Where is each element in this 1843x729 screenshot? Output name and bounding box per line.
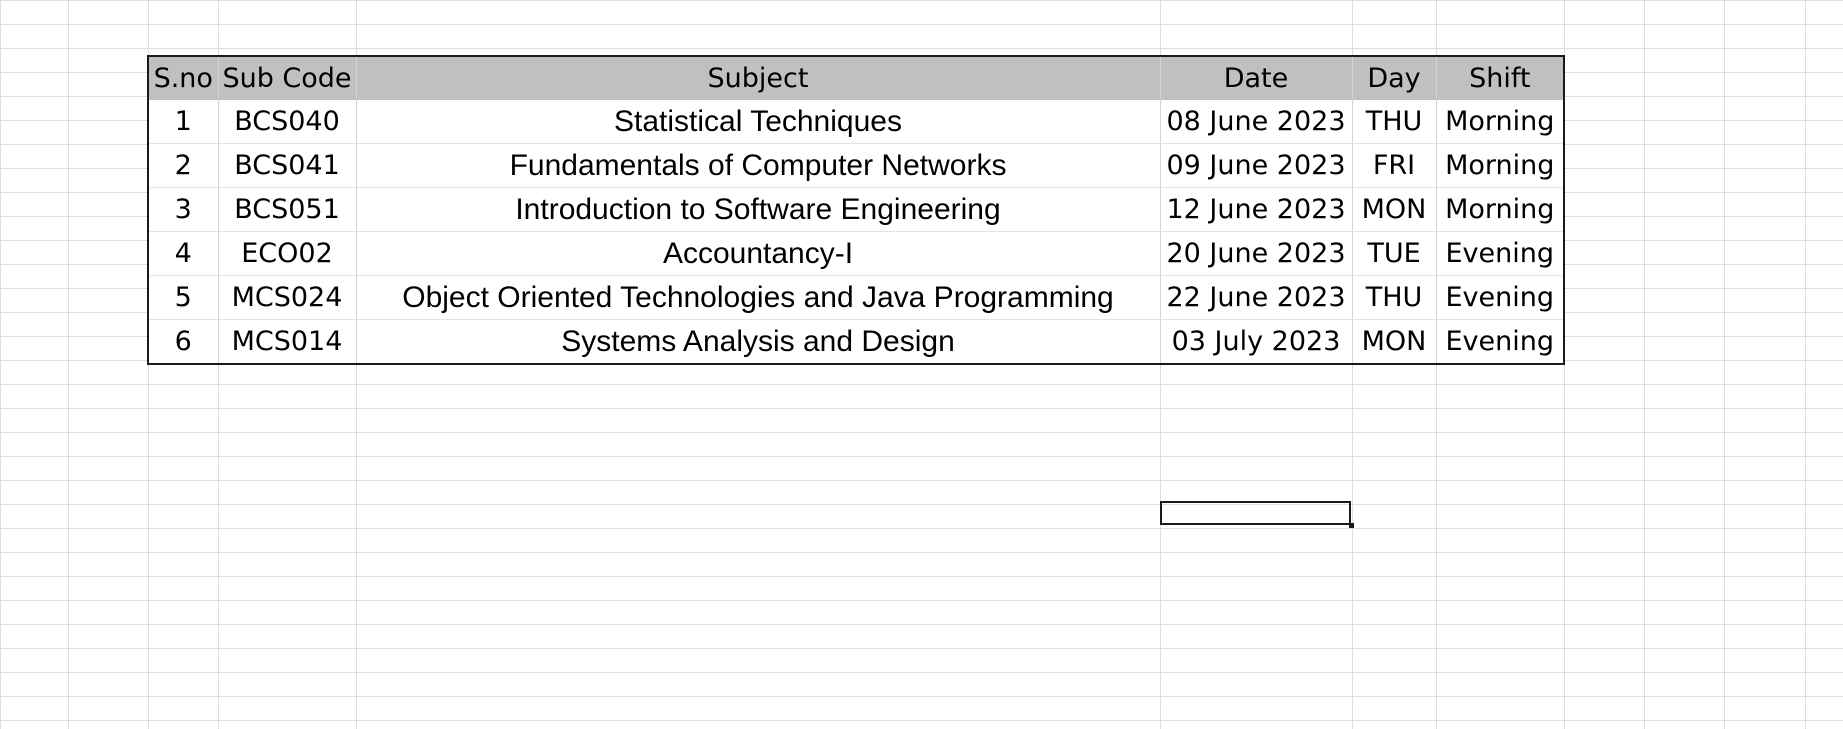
cell-day[interactable]: THU — [1351, 99, 1437, 144]
cell-date[interactable]: 08 June 2023 — [1159, 99, 1353, 144]
header-cell-sno[interactable]: S.no — [147, 56, 219, 100]
table-row: 2 BCS041 Fundamentals of Computer Networ… — [147, 143, 1565, 188]
header-cell-sub-code[interactable]: Sub Code — [217, 56, 357, 100]
cell-sub-code[interactable]: BCS051 — [217, 187, 357, 232]
cell-shift[interactable]: Morning — [1435, 143, 1565, 188]
cell-subject[interactable]: Object Oriented Technologies and Java Pr… — [355, 275, 1161, 320]
cell-day[interactable]: TUE — [1351, 231, 1437, 276]
cell-subject[interactable]: Introduction to Software Engineering — [355, 187, 1161, 232]
header-cell-subject[interactable]: Subject — [355, 56, 1161, 100]
cell-date[interactable]: 20 June 2023 — [1159, 231, 1353, 276]
cell-shift[interactable]: Morning — [1435, 99, 1565, 144]
cell-sub-code[interactable]: BCS040 — [217, 99, 357, 144]
header-cell-date[interactable]: Date — [1159, 56, 1353, 100]
cell-sno[interactable]: 1 — [147, 99, 219, 144]
header-cell-day[interactable]: Day — [1351, 56, 1437, 100]
cell-date[interactable]: 22 June 2023 — [1159, 275, 1353, 320]
table-row: 1 BCS040 Statistical Techniques 08 June … — [147, 99, 1565, 144]
cell-date[interactable]: 03 July 2023 — [1159, 319, 1353, 364]
cell-sno[interactable]: 4 — [147, 231, 219, 276]
cell-shift[interactable]: Morning — [1435, 187, 1565, 232]
cell-sub-code[interactable]: ECO02 — [217, 231, 357, 276]
exam-schedule-table: S.no Sub Code Subject Date Day Shift 1 B… — [147, 55, 1565, 365]
header-row: S.no Sub Code Subject Date Day Shift — [147, 56, 1565, 100]
cell-day[interactable]: THU — [1351, 275, 1437, 320]
cell-sub-code[interactable]: MCS024 — [217, 275, 357, 320]
cell-subject[interactable]: Accountancy-I — [355, 231, 1161, 276]
table-row: 6 MCS014 Systems Analysis and Design 03 … — [147, 319, 1565, 364]
cell-date[interactable]: 09 June 2023 — [1159, 143, 1353, 188]
cell-sno[interactable]: 6 — [147, 319, 219, 364]
cell-day[interactable]: MON — [1351, 319, 1437, 364]
cell-day[interactable]: MON — [1351, 187, 1437, 232]
grid-column-line — [68, 0, 69, 729]
table-row: 4 ECO02 Accountancy-I 20 June 2023 TUE E… — [147, 231, 1565, 276]
cell-sno[interactable]: 3 — [147, 187, 219, 232]
cell-date[interactable]: 12 June 2023 — [1159, 187, 1353, 232]
cell-shift[interactable]: Evening — [1435, 319, 1565, 364]
header-cell-shift[interactable]: Shift — [1435, 56, 1565, 100]
cell-subject[interactable]: Systems Analysis and Design — [355, 319, 1161, 364]
cell-sub-code[interactable]: BCS041 — [217, 143, 357, 188]
cell-subject[interactable]: Fundamentals of Computer Networks — [355, 143, 1161, 188]
cell-subject[interactable]: Statistical Techniques — [355, 99, 1161, 144]
fill-handle[interactable] — [1349, 523, 1354, 528]
cell-day[interactable]: FRI — [1351, 143, 1437, 188]
active-cell-selection[interactable] — [1160, 501, 1351, 525]
grid-column-line — [1644, 0, 1645, 729]
cell-sno[interactable]: 5 — [147, 275, 219, 320]
grid-column-line — [1724, 0, 1725, 729]
cell-sub-code[interactable]: MCS014 — [217, 319, 357, 364]
table-row: 5 MCS024 Object Oriented Technologies an… — [147, 275, 1565, 320]
cell-shift[interactable]: Evening — [1435, 231, 1565, 276]
grid-column-line — [1805, 0, 1806, 729]
table-row: 3 BCS051 Introduction to Software Engine… — [147, 187, 1565, 232]
cell-sno[interactable]: 2 — [147, 143, 219, 188]
cell-shift[interactable]: Evening — [1435, 275, 1565, 320]
